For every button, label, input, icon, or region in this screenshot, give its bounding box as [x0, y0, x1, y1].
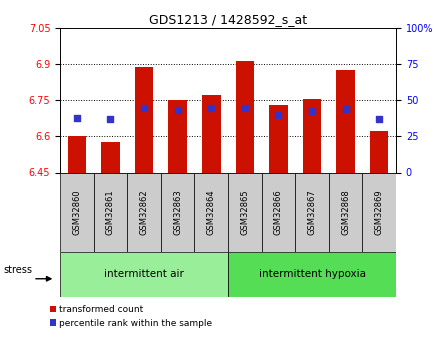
Point: [73, 116, 81, 121]
Point: [342, 106, 349, 111]
Bar: [228, 172, 262, 252]
Text: GSM32861: GSM32861: [106, 189, 115, 235]
Text: GSM32868: GSM32868: [341, 189, 350, 235]
Bar: [60, 172, 94, 252]
Bar: [329, 172, 363, 252]
Text: GSM32862: GSM32862: [140, 189, 149, 235]
Text: GSM32864: GSM32864: [207, 189, 216, 235]
Text: GSM32866: GSM32866: [274, 189, 283, 235]
Bar: [135, 68, 154, 172]
Legend: transformed count, percentile rank within the sample: transformed count, percentile rank withi…: [49, 305, 213, 328]
Bar: [168, 100, 187, 172]
Bar: [235, 61, 254, 172]
Point: [107, 117, 114, 122]
Text: GSM32860: GSM32860: [73, 189, 81, 235]
Text: GSM32865: GSM32865: [240, 189, 249, 235]
Bar: [68, 136, 86, 172]
Bar: [101, 142, 120, 172]
Text: stress: stress: [3, 265, 32, 275]
Text: intermittent hypoxia: intermittent hypoxia: [259, 269, 365, 279]
Bar: [94, 172, 127, 252]
Bar: [336, 70, 355, 172]
Text: GSM32867: GSM32867: [307, 189, 316, 235]
Bar: [228, 252, 396, 297]
Bar: [202, 95, 221, 172]
Text: GSM32863: GSM32863: [173, 189, 182, 235]
Bar: [127, 172, 161, 252]
Point: [174, 107, 181, 112]
Bar: [194, 172, 228, 252]
Bar: [303, 99, 321, 172]
Bar: [295, 172, 329, 252]
Bar: [370, 131, 388, 172]
Point: [208, 105, 215, 110]
Bar: [262, 172, 295, 252]
Bar: [362, 172, 396, 252]
Text: GSM32869: GSM32869: [375, 189, 384, 235]
Bar: [161, 172, 194, 252]
Bar: [269, 105, 288, 172]
Title: GDS1213 / 1428592_s_at: GDS1213 / 1428592_s_at: [149, 13, 307, 27]
Bar: [60, 252, 228, 297]
Point: [308, 108, 316, 114]
Text: intermittent air: intermittent air: [104, 269, 184, 279]
Point: [376, 116, 383, 122]
Point: [141, 105, 148, 110]
Point: [241, 105, 248, 110]
Point: [275, 112, 282, 117]
